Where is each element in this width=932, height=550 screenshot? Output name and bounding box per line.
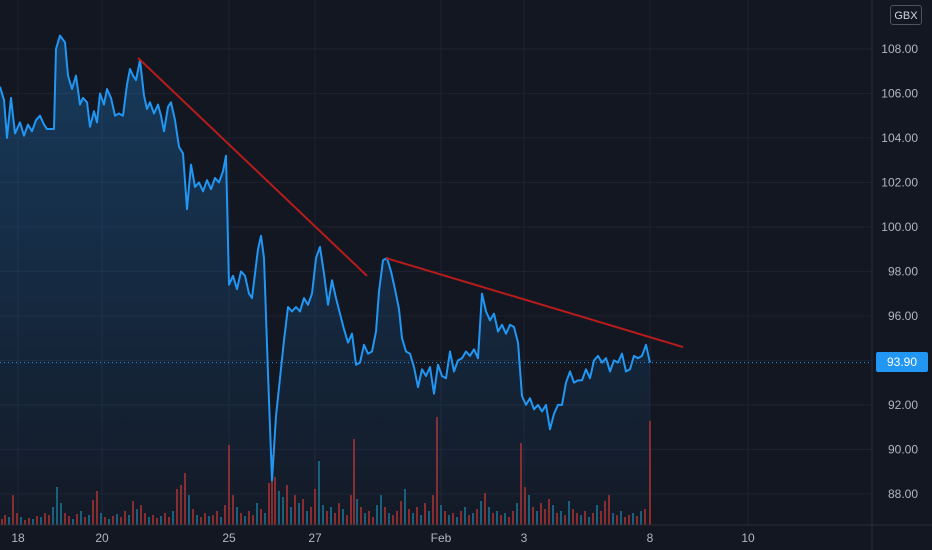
price-tick-label: 92.00: [888, 398, 918, 412]
price-series-line: [0, 34, 651, 482]
time-tick-label: 10: [741, 531, 755, 545]
trendline[interactable]: [137, 57, 368, 277]
time-tick-label: 20: [95, 531, 109, 545]
price-tick-label: 102.00: [881, 175, 918, 189]
time-tick-label: 27: [308, 531, 322, 545]
price-tick-label: 104.00: [881, 131, 918, 145]
time-tick-label: Feb: [431, 531, 452, 545]
last-price-tag: 93.90: [876, 352, 928, 372]
price-area-fill: [0, 35, 650, 525]
time-tick-label: 25: [222, 531, 236, 545]
price-tick-label: 108.00: [881, 42, 918, 56]
price-tick-label: 96.00: [888, 309, 918, 323]
price-tick-label: 98.00: [888, 264, 918, 278]
price-tick-label: 88.00: [888, 487, 918, 501]
price-tick-label: 106.00: [881, 86, 918, 100]
currency-badge[interactable]: GBX: [890, 5, 922, 25]
trendlines[interactable]: [137, 57, 684, 348]
time-tick-label: 3: [521, 531, 528, 545]
time-tick-label: 18: [11, 531, 25, 545]
time-tick-label: 8: [647, 531, 654, 545]
price-axis[interactable]: 88.0090.0092.0094.0096.0098.00100.00102.…: [871, 0, 918, 550]
price-tick-label: 100.00: [881, 220, 918, 234]
trendline[interactable]: [385, 257, 684, 348]
price-tick-label: 90.00: [888, 442, 918, 456]
time-axis[interactable]: 18 20 25 27 Feb 3 8 10: [0, 524, 932, 545]
